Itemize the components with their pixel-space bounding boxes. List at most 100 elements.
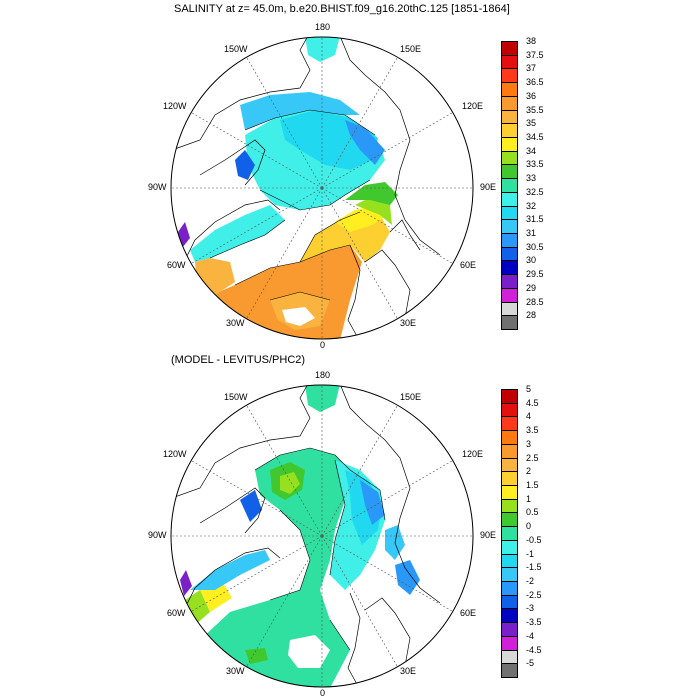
panel1-colorbar-swatch bbox=[501, 315, 518, 330]
panel2-colorbar-swatch bbox=[501, 635, 518, 651]
panel2-colorbar-swatch bbox=[501, 402, 518, 418]
panel2-colorbar-swatch bbox=[501, 498, 518, 514]
panel2-colorbar-label: 5 bbox=[526, 384, 532, 394]
panel2-colorbar-label: 3 bbox=[526, 438, 532, 449]
panel1-colorbar-label: 35 bbox=[526, 118, 537, 129]
panel1-lon-120w: 120W bbox=[163, 101, 187, 111]
panel2-field bbox=[171, 385, 473, 687]
panel1-colorbar-swatch bbox=[501, 164, 518, 180]
panel1-lon-180: 180 bbox=[315, 22, 331, 32]
panel1-colorbar-swatch bbox=[501, 274, 518, 289]
panel1-colorbar-swatch bbox=[501, 219, 518, 234]
panel1-colorbar-swatch bbox=[501, 287, 518, 303]
panel2-colorbar-label: -3 bbox=[526, 603, 535, 614]
panel2-colorbar-swatch bbox=[501, 567, 518, 582]
panel1-colorbar-label: 30 bbox=[526, 255, 537, 266]
panel1-colorbar-swatch bbox=[501, 137, 518, 152]
panel1-colorbar-swatch bbox=[501, 246, 518, 262]
panel1-colorbar-swatch bbox=[501, 191, 518, 207]
panel1-colorbar-label: 31 bbox=[526, 228, 537, 238]
panel1-colorbar-swatch bbox=[501, 95, 518, 111]
panel1-lon-30e: 30E bbox=[400, 318, 417, 328]
panel2-lon-180: 180 bbox=[315, 370, 331, 380]
panel1-title: SALINITY at z= 45.0m, b.e20.BHIST.f09_g1… bbox=[174, 3, 510, 15]
panel2-lon-90e: 90E bbox=[480, 530, 497, 540]
panel1-colorbar-swatch bbox=[501, 301, 518, 317]
panel1-colorbar-label: 32 bbox=[526, 200, 537, 211]
panel2-colorbar-label: 2 bbox=[526, 466, 532, 477]
panel1-colorbar-swatch bbox=[501, 123, 518, 138]
panel1-colorbar-label: 34.5 bbox=[526, 132, 544, 142]
panel1-colorbar-swatch bbox=[501, 82, 518, 97]
panel2-colorbar-swatch bbox=[501, 389, 518, 404]
panel2-lon-120w: 120W bbox=[163, 449, 187, 459]
panel2-colorbar-label: -4.5 bbox=[526, 644, 542, 655]
panel2-colorbar-swatch bbox=[501, 622, 518, 637]
panel1-colorbar-label: 29 bbox=[526, 282, 537, 293]
panel2-colorbar-swatch bbox=[501, 663, 518, 678]
panel2-colorbar-swatch bbox=[501, 539, 518, 555]
panel1-lon-90w: 90W bbox=[148, 182, 167, 192]
panel2-colorbar-swatch bbox=[501, 430, 518, 445]
panel1-colorbar-swatch bbox=[501, 178, 518, 193]
panel2-lon-30e: 30E bbox=[400, 666, 417, 676]
panel1-colorbar-label: 29.5 bbox=[526, 269, 544, 280]
panel1-map-border bbox=[170, 36, 474, 340]
panel1-colorbar-label: 37.5 bbox=[526, 49, 544, 60]
panel2-colorbar-label: 2.5 bbox=[526, 452, 539, 463]
panel2-colorbar-label: 4 bbox=[526, 411, 532, 422]
panel1-lon-60e: 60E bbox=[460, 260, 477, 270]
panel2-lon-30w: 30W bbox=[226, 666, 245, 676]
panel1-lon-150w: 150W bbox=[224, 44, 248, 54]
panel2-colorbar-swatch bbox=[501, 512, 518, 528]
panel2-lon-60w: 60W bbox=[167, 608, 186, 618]
panel2-colorbar-label: -2 bbox=[526, 576, 535, 586]
panel2-colorbar-label: 1.5 bbox=[526, 480, 539, 490]
panel1-lon-150e: 150E bbox=[400, 44, 422, 54]
panel2-lon-0: 0 bbox=[320, 688, 326, 698]
panel2-colorbar-swatch bbox=[501, 457, 518, 473]
panel1-colorbar-label: 30.5 bbox=[526, 241, 544, 252]
panel1-colorbar-swatch bbox=[501, 233, 518, 248]
panel1-colorbar: 38 37.5 37 36.5 36 35.5 35 34.5 34 33.5 33 32.5 32 31… bbox=[501, 36, 561, 330]
panel2-colorbar-label: 4.5 bbox=[526, 397, 539, 408]
panel1-lon-30w: 30W bbox=[226, 318, 245, 328]
panel1-colorbar-label: 31.5 bbox=[526, 214, 544, 225]
panel2-lon-150e: 150E bbox=[400, 392, 422, 402]
panel2-colorbar-swatch bbox=[501, 443, 518, 459]
panel2-colorbar-swatch bbox=[501, 485, 518, 500]
panel1-colorbar-label: 32.5 bbox=[526, 186, 544, 197]
panel2-colorbar-swatch bbox=[501, 594, 518, 610]
panel1-colorbar-label: 28.5 bbox=[526, 296, 544, 307]
panel2-title: (MODEL - LEVITUS/PHC2) bbox=[171, 354, 306, 366]
panel2-colorbar-swatch bbox=[501, 608, 518, 624]
panel1-colorbar-label: 33.5 bbox=[526, 159, 544, 170]
panel1-colorbar-label: 34 bbox=[526, 145, 537, 156]
panel2-colorbar-label: -1.5 bbox=[526, 562, 542, 573]
panel2-colorbar-label: 0 bbox=[526, 521, 532, 532]
panel2-colorbar-swatch bbox=[501, 471, 518, 486]
panel2-colorbar-swatch bbox=[501, 581, 518, 596]
panel1-lon-0: 0 bbox=[320, 340, 326, 350]
panel1-field bbox=[171, 37, 473, 339]
panel1-colorbar-label: 38 bbox=[526, 36, 537, 46]
panel1-colorbar-swatch bbox=[501, 260, 518, 276]
panel2-map-border bbox=[170, 384, 474, 688]
panel1-lon-90e: 90E bbox=[480, 182, 497, 192]
panel2-colorbar-label: -5 bbox=[526, 658, 535, 669]
panel2-colorbar-swatch bbox=[501, 526, 518, 541]
panel2-colorbar: 5 4.5 4 3.5 3 2.5 2 1.5 1 0.5 0 -0.5 -1 -1.5 -2 -2.5 -3 -… bbox=[501, 384, 561, 678]
panel1-colorbar-label: 36.5 bbox=[526, 77, 544, 88]
panel2-lon-150w: 150W bbox=[224, 392, 248, 402]
panel2-colorbar-label: -4 bbox=[526, 630, 535, 641]
panel2-colorbar-label: -0.5 bbox=[526, 534, 542, 545]
panel1-colorbar-label: 28 bbox=[526, 310, 537, 321]
panel2-lon-120e: 120E bbox=[462, 449, 484, 459]
panel1-colorbar-swatch bbox=[501, 41, 518, 56]
panel1-colorbar-label: 36 bbox=[526, 90, 537, 101]
panel1-colorbar-swatch bbox=[501, 150, 518, 166]
panel1-colorbar-swatch bbox=[501, 54, 518, 70]
panel2-colorbar-swatch bbox=[501, 649, 518, 665]
panel2-lon-60e: 60E bbox=[460, 608, 477, 618]
